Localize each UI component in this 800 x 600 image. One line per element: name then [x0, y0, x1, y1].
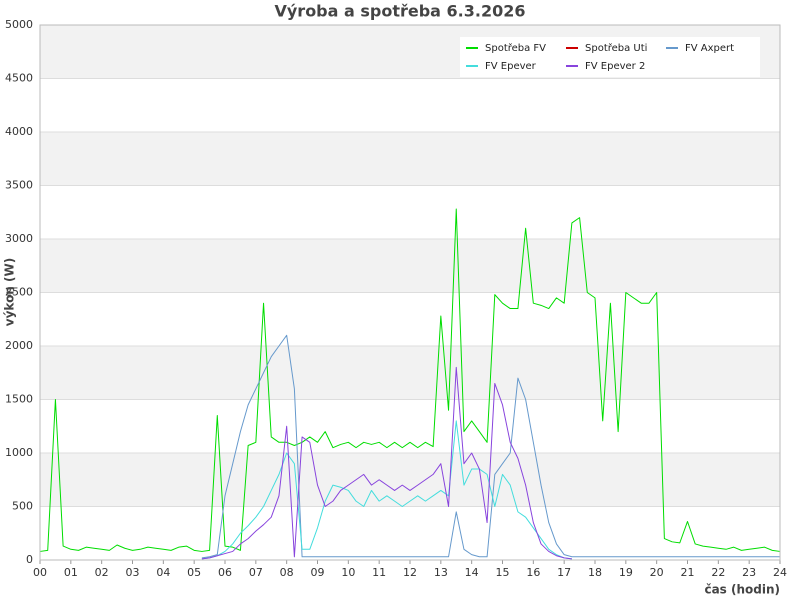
- y-tick-label: 5000: [5, 18, 33, 31]
- lines: [39, 208, 781, 560]
- y-tick-label: 4000: [5, 125, 33, 138]
- y-tick-label: 2500: [5, 286, 33, 299]
- y-tick-label: 1500: [5, 393, 33, 406]
- grid: [40, 24, 780, 561]
- x-tick-label: 22: [711, 566, 725, 579]
- x-tick-label: 08: [280, 566, 294, 579]
- x-tick-label: 02: [95, 566, 109, 579]
- grid-band: [40, 453, 780, 507]
- legend: Spotřeba FV Spotřeba Uti FV Axpert FV Epeve…: [460, 37, 760, 77]
- bands: [40, 25, 780, 507]
- x-tick-label: 12: [403, 566, 417, 579]
- x-tick-label: 09: [311, 566, 325, 579]
- y-tick-label: 2000: [5, 339, 33, 352]
- series-line: [201, 366, 572, 560]
- x-tick-label: 15: [496, 566, 510, 579]
- axes: 0500100015002000250030003500400045005000…: [5, 18, 787, 579]
- x-tick-label: 24: [773, 566, 787, 579]
- legend-label: Spotřeba Uti: [585, 42, 647, 54]
- y-tick-label: 0: [26, 553, 33, 566]
- legend-label: Spotřeba FV: [485, 42, 546, 54]
- grid-band: [40, 239, 780, 293]
- legend-label: FV Epever 2: [585, 61, 645, 72]
- x-tick-label: 04: [156, 566, 170, 579]
- x-tick-label: 00: [33, 566, 47, 579]
- y-axis-label: výkon (W): [3, 258, 17, 326]
- x-tick-label: 05: [187, 566, 201, 579]
- x-tick-label: 03: [126, 566, 140, 579]
- x-tick-label: 18: [588, 566, 602, 579]
- x-tick-label: 16: [526, 566, 540, 579]
- x-tick-label: 07: [249, 566, 263, 579]
- legend-box: [460, 37, 760, 77]
- y-tick-label: 4500: [5, 72, 33, 85]
- x-axis-label: čas (hodin): [704, 583, 780, 597]
- legend-label: FV Epever: [485, 61, 537, 72]
- legend-label: FV Axpert: [685, 43, 734, 54]
- x-tick-label: 14: [465, 566, 479, 579]
- series-line: [201, 420, 572, 560]
- grid-band: [40, 346, 780, 400]
- x-tick-label: 20: [650, 566, 664, 579]
- x-tick-label: 19: [619, 566, 633, 579]
- x-tick-label: 23: [742, 566, 756, 579]
- x-tick-label: 11: [372, 566, 386, 579]
- y-tick-label: 3500: [5, 179, 33, 192]
- y-tick-label: 500: [12, 500, 33, 513]
- x-tick-label: 21: [681, 566, 695, 579]
- x-tick-label: 10: [341, 566, 355, 579]
- y-tick-label: 1000: [5, 446, 33, 459]
- series-line: [39, 208, 781, 552]
- grid-band: [40, 132, 780, 186]
- x-tick-label: 06: [218, 566, 232, 579]
- x-tick-label: 17: [557, 566, 571, 579]
- x-tick-label: 13: [434, 566, 448, 579]
- chart-title: Výroba a spotřeba 6.3.2026: [274, 2, 525, 21]
- plot-frame: [39, 24, 781, 561]
- x-tick-label: 01: [64, 566, 78, 579]
- y-tick-label: 3000: [5, 232, 33, 245]
- series-line: [201, 334, 780, 559]
